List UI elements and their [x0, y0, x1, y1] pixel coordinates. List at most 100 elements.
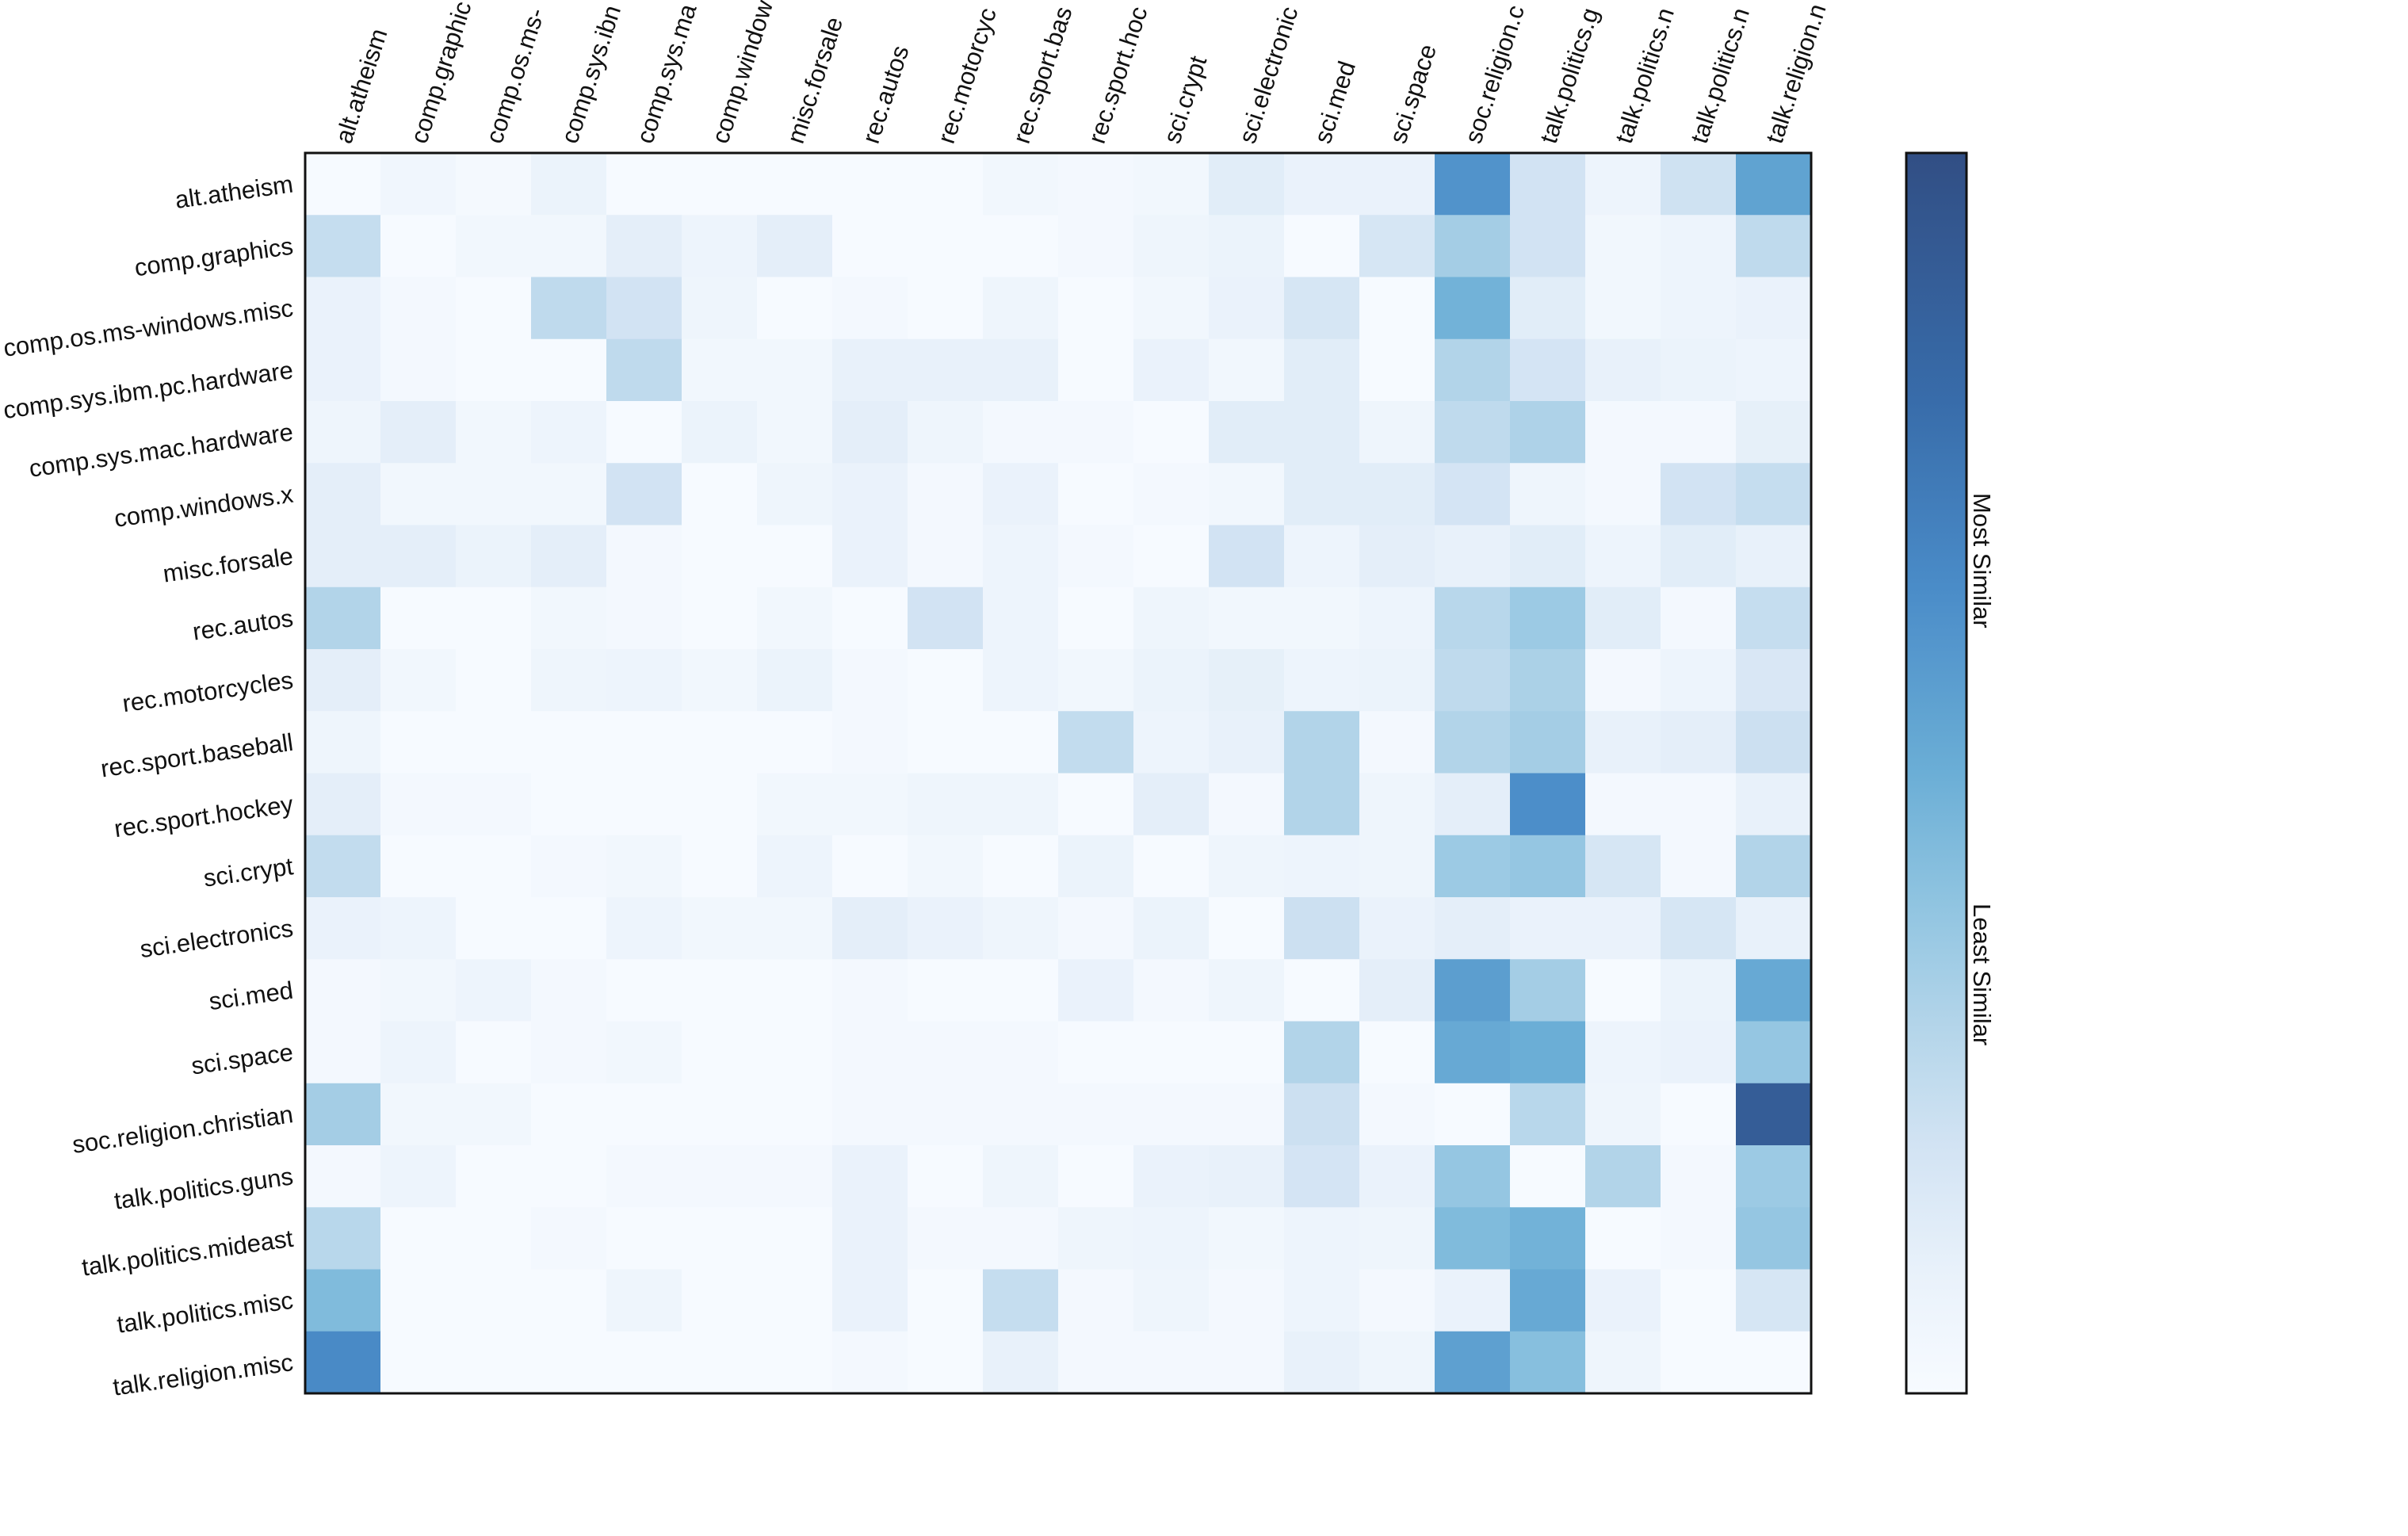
heatmap-cell: [983, 1269, 1059, 1332]
heatmap-cell: [1359, 1021, 1435, 1084]
heatmap-cell: [456, 1331, 532, 1394]
heatmap-cell: [1510, 773, 1586, 836]
heatmap-cell: [1661, 463, 1737, 526]
heatmap-cell: [1736, 959, 1812, 1022]
heatmap-cell: [682, 1207, 758, 1270]
heatmap-cell: [1284, 401, 1360, 464]
heatmap-cell: [1435, 1021, 1511, 1084]
y-tick-label: comp.windows.x: [113, 480, 296, 533]
x-tick-label: comp.graphic: [405, 0, 477, 147]
heatmap-cell: [1284, 1083, 1360, 1146]
heatmap-cell: [1133, 835, 1210, 898]
heatmap-cell: [1058, 773, 1134, 836]
heatmap-cell: [1133, 587, 1210, 650]
heatmap-cell: [983, 773, 1059, 836]
heatmap-cell: [380, 463, 457, 526]
heatmap-cell: [1133, 338, 1210, 402]
heatmap-cell: [1736, 835, 1812, 898]
heatmap-cell: [832, 773, 908, 836]
heatmap-cell: [1510, 525, 1586, 588]
x-tick-label: misc.forsale: [782, 13, 848, 147]
heatmap-cell: [456, 1269, 532, 1332]
x-tick-label: sci.crypt: [1158, 52, 1213, 147]
heatmap-cell: [1359, 1207, 1435, 1270]
heatmap-cell: [456, 463, 532, 526]
y-tick-label: sci.space: [189, 1038, 295, 1080]
heatmap-cell: [1058, 897, 1134, 960]
y-tick-label: comp.sys.mac.hardware: [27, 418, 295, 482]
heatmap-cell: [531, 215, 607, 278]
heatmap-cell: [908, 1083, 984, 1146]
heatmap-cell: [1284, 215, 1360, 278]
heatmap-cell: [380, 1269, 457, 1332]
heatmap-cell: [305, 711, 381, 774]
heatmap-cell: [1284, 525, 1360, 588]
heatmap-cell: [908, 401, 984, 464]
heatmap-cell: [832, 401, 908, 464]
heatmap-cells: [305, 153, 1812, 1394]
heatmap-cell: [606, 401, 682, 464]
heatmap-cell: [983, 835, 1059, 898]
heatmap-cell: [1435, 153, 1511, 216]
heatmap-cell: [983, 277, 1059, 340]
plot-frame: [304, 151, 1813, 1395]
heatmap-cell: [456, 649, 532, 712]
heatmap-cell: [832, 338, 908, 402]
heatmap-cell: [1133, 153, 1210, 216]
heatmap-cell: [1585, 587, 1661, 650]
heatmap-cell: [682, 897, 758, 960]
heatmap-cell: [380, 711, 457, 774]
heatmap-cell: [757, 1145, 833, 1208]
heatmap-cell: [1133, 897, 1210, 960]
heatmap-cell: [606, 1207, 682, 1270]
heatmap-cell: [757, 525, 833, 588]
heatmap-cell: [1510, 1145, 1586, 1208]
heatmap-cell: [531, 1145, 607, 1208]
x-tick-label: rec.sport.bas: [1007, 3, 1078, 147]
heatmap-cell: [305, 835, 381, 898]
heatmap-cell: [1736, 897, 1812, 960]
heatmap-cell: [1209, 153, 1285, 216]
heatmap-cell: [380, 1083, 457, 1146]
heatmap-cell: [908, 1145, 984, 1208]
heatmap-cell: [983, 897, 1059, 960]
heatmap-cell: [1133, 959, 1210, 1022]
heatmap-cell: [1585, 215, 1661, 278]
heatmap-cell: [380, 1207, 457, 1270]
heatmap-cell: [1284, 1269, 1360, 1332]
heatmap-cell: [531, 338, 607, 402]
heatmap-cell: [1585, 1207, 1661, 1270]
heatmap-cell: [456, 215, 532, 278]
heatmap-cell: [1585, 835, 1661, 898]
heatmap-cell: [832, 1269, 908, 1332]
heatmap-cell: [908, 153, 984, 216]
heatmap-cell: [1359, 773, 1435, 836]
heatmap-cell: [1209, 1083, 1285, 1146]
heatmap-cell: [1058, 1145, 1134, 1208]
heatmap-cell: [757, 649, 833, 712]
heatmap-cell: [606, 587, 682, 650]
heatmap-cell: [1435, 1269, 1511, 1332]
heatmap-cell: [1359, 959, 1435, 1022]
heatmap-cell: [1133, 773, 1210, 836]
heatmap-cell: [682, 153, 758, 216]
heatmap-cell: [1284, 463, 1360, 526]
heatmap-cell: [456, 1145, 532, 1208]
heatmap-cell: [682, 338, 758, 402]
heatmap-cell: [757, 1331, 833, 1394]
heatmap-cell: [1736, 587, 1812, 650]
heatmap-cell: [606, 835, 682, 898]
heatmap-cell: [1510, 277, 1586, 340]
heatmap-cell: [1133, 649, 1210, 712]
heatmap-cell: [380, 277, 457, 340]
heatmap-cell: [757, 1269, 833, 1332]
heatmap-cell: [908, 463, 984, 526]
heatmap-cell: [757, 959, 833, 1022]
x-tick-label: comp.os.ms-: [480, 5, 550, 147]
heatmap-cell: [1435, 1083, 1511, 1146]
heatmap-cell: [305, 277, 381, 340]
heatmap-cell: [606, 897, 682, 960]
heatmap-cell: [983, 959, 1059, 1022]
x-tick-label: sci.med: [1309, 58, 1361, 147]
heatmap-cell: [1661, 835, 1737, 898]
